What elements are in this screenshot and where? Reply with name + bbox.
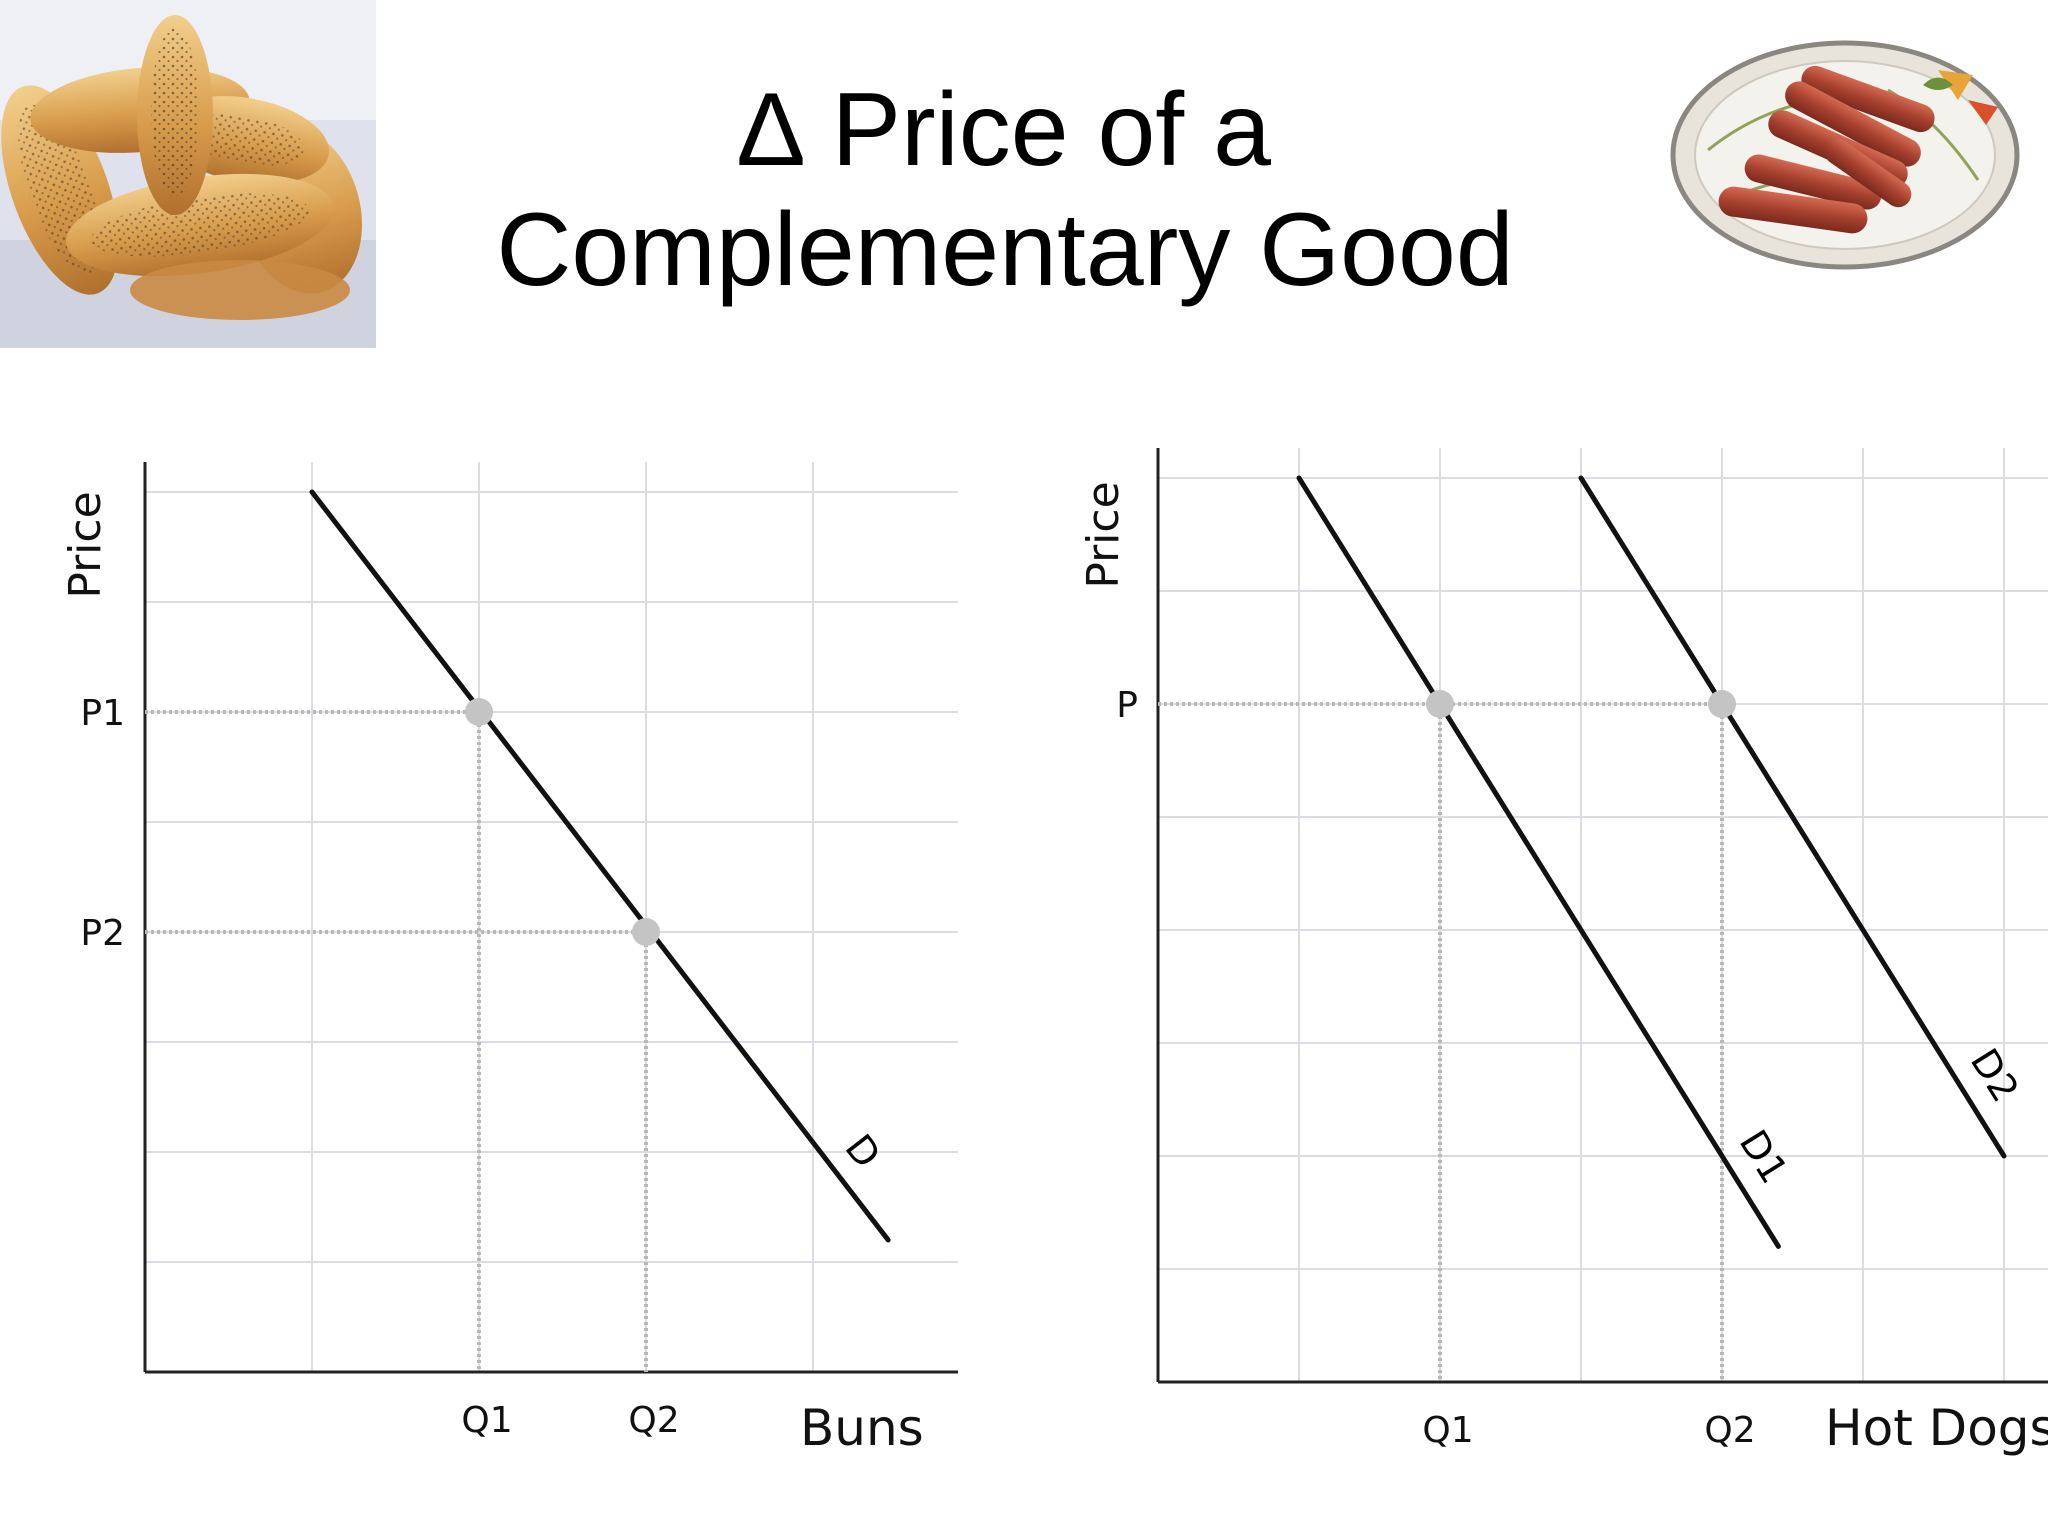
x-tick-label-q1: Q1: [1422, 1410, 1473, 1451]
equilibrium-point: [465, 698, 493, 726]
curve-label-d1: D1: [1731, 1122, 1797, 1191]
slide-title: ∆ Price of a Complementary Good: [380, 70, 1630, 310]
equilibrium-point: [1708, 690, 1736, 718]
equilibrium-point: [632, 918, 660, 946]
demand-curve-d2: [1578, 475, 2007, 1159]
hot-dogs-platter-photo: [1670, 40, 2020, 270]
y-axis-label: Price: [60, 491, 111, 598]
x-axis-label: Hot Dogs: [1825, 1399, 2048, 1457]
y-tick-label-p1: P1: [80, 693, 125, 734]
hot-dog-buns-photo: [0, 0, 376, 348]
x-axis-label: Buns: [800, 1399, 924, 1457]
demand-curve-d1: [1296, 475, 1781, 1249]
demand-curve-d: [309, 489, 891, 1243]
slide-title-line-2: Complementary Good: [496, 192, 1514, 308]
x-tick-label-q2: Q2: [1704, 1410, 1755, 1451]
y-axis-label: Price: [1078, 481, 1129, 588]
x-tick-label-q1: Q1: [461, 1400, 512, 1441]
curve-label-d2: D2: [1962, 1041, 2028, 1110]
equilibrium-point: [1426, 690, 1454, 718]
x-tick-label-q2: Q2: [628, 1400, 679, 1441]
slide-title-line-1: ∆ Price of a: [739, 72, 1271, 188]
y-tick-label-p2: P2: [80, 913, 125, 954]
y-tick-label-p: P: [1116, 685, 1138, 726]
